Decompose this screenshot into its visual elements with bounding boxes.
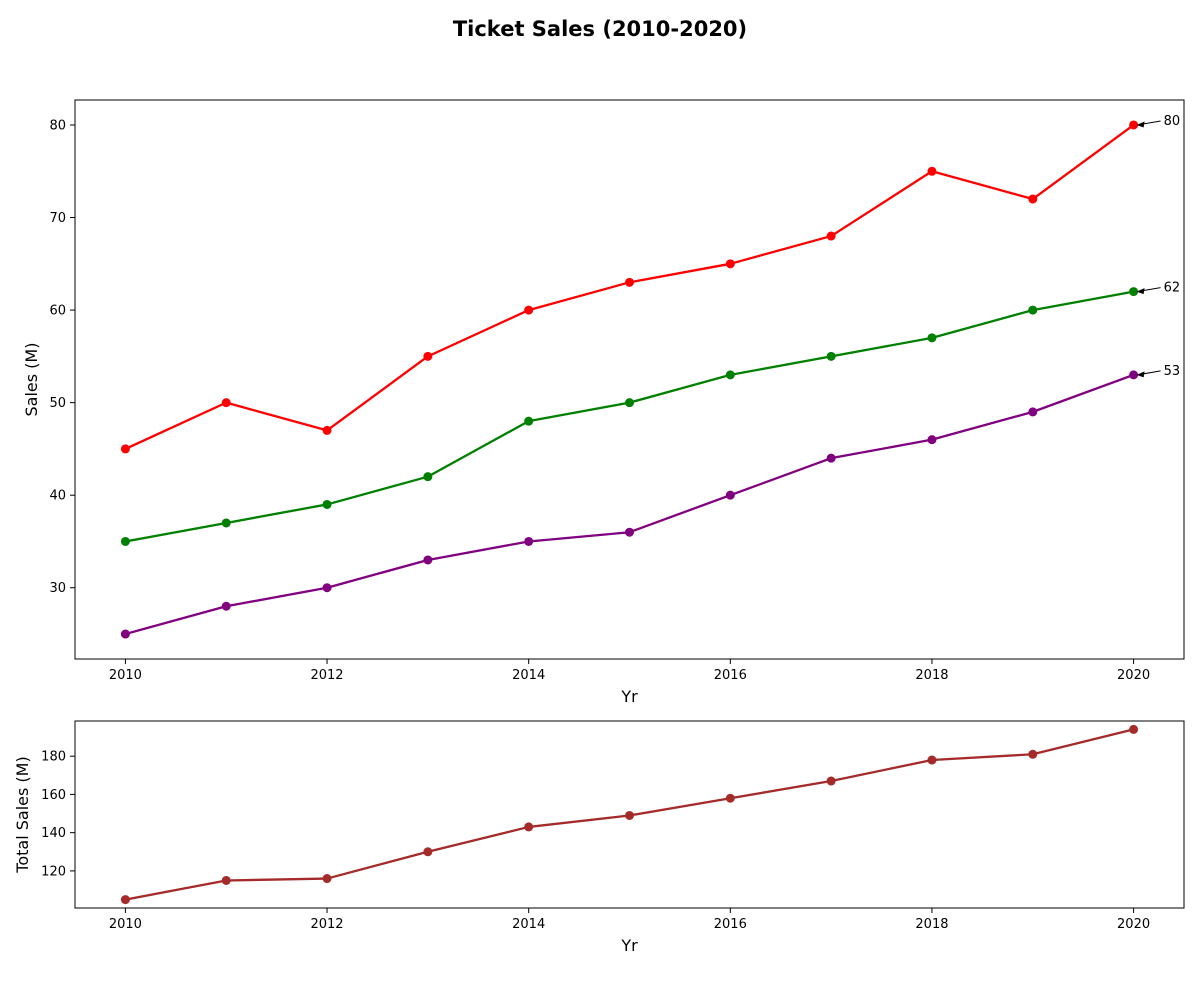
y-tick-label: 30 [49,581,66,596]
series-2-point [725,490,735,500]
annotation-label: 80 [1164,114,1181,129]
series-2-point [524,536,534,546]
series-1-point [1129,287,1139,297]
series-0-point [725,793,735,803]
series-0-point [1028,194,1038,204]
series-0-point [625,810,634,820]
y-axis-label: Sales (M) [22,343,41,417]
series-2-point [1129,370,1139,380]
y-tick-label: 160 [41,788,66,803]
y-tick-label: 40 [49,489,66,504]
series-0-point [221,875,231,885]
x-tick-label: 2010 [109,668,142,683]
series-1-point [725,370,735,380]
x-axis-label: Yr [620,687,638,706]
y-axis-label: Total Sales (M) [13,756,32,873]
series-1-point [423,472,433,482]
x-tick-label: 2020 [1117,917,1150,932]
series-0-point [1129,724,1139,734]
series-1-point [120,536,130,546]
x-tick-label: 2018 [915,668,948,683]
x-tick-label: 2018 [915,917,948,932]
series-0-point [120,895,130,905]
series-2-point [826,453,836,463]
x-tick-label: 2014 [512,917,545,932]
series-0-point [524,305,534,315]
series-1-point [927,333,937,343]
series-0-point [725,259,735,269]
series-0-point [423,351,433,361]
y-tick-label: 50 [49,396,66,411]
axes-frame [74,99,1185,660]
series-0-point [625,277,634,287]
y-tick-label: 120 [41,864,66,879]
series-0-point [423,847,433,857]
annotation-label: 53 [1164,364,1181,379]
x-tick-label: 2012 [310,668,343,683]
y-tick-label: 180 [41,750,66,765]
annotation-arrowhead [1136,371,1145,378]
series-2-point [221,601,231,611]
series-0-point [221,398,231,408]
series-0-point [826,776,836,786]
annotation-arrowhead [1136,121,1145,128]
x-tick-label: 2016 [714,668,747,683]
x-tick-label: 2012 [310,917,343,932]
series-0-point [826,231,836,241]
series-0-point [1028,749,1038,759]
y-tick-label: 80 [49,118,66,133]
series-1-point [221,518,231,528]
series-0-point [120,444,130,454]
series-2-point [120,629,130,639]
annotation-arrowhead [1136,288,1145,295]
series-0-point [927,755,937,765]
series-0-point [322,874,332,884]
series-1-point [524,416,534,426]
axes-frame [74,720,1185,909]
series-2-point [1028,407,1038,417]
x-tick-label: 2010 [109,917,142,932]
sales-by-series-panel: 80 62 53 2010 2012 2014 2016 2018 2020 30 40 50 60 70… [22,99,1185,706]
series-0-point [927,166,937,176]
series-0-point [1129,120,1139,130]
series-0-point [322,425,332,435]
y-tick-label: 60 [49,304,66,319]
series-2-line [124,373,1135,636]
x-tick-label: 2020 [1117,668,1150,683]
x-axis-label: Yr [620,936,638,955]
y-tick-label: 140 [41,826,66,841]
figure-title: Ticket Sales (2010-2020) [453,17,747,41]
y-tick-label: 70 [49,211,66,226]
series-2-point [927,435,937,445]
series-1-point [625,398,634,408]
series-1-point [322,499,332,509]
total-sales-panel: 2010 2012 2014 2016 2018 2020 120 140 160 180 Yr To… [13,720,1185,955]
series-0-point [524,822,534,832]
x-tick-label: 2016 [714,917,747,932]
series-2-point [322,583,332,593]
series-1-point [1028,305,1038,315]
annotation-label: 62 [1164,281,1181,296]
series-2-point [625,527,634,537]
x-tick-label: 2014 [512,668,545,683]
series-2-point [423,555,433,565]
series-1-point [826,351,836,361]
